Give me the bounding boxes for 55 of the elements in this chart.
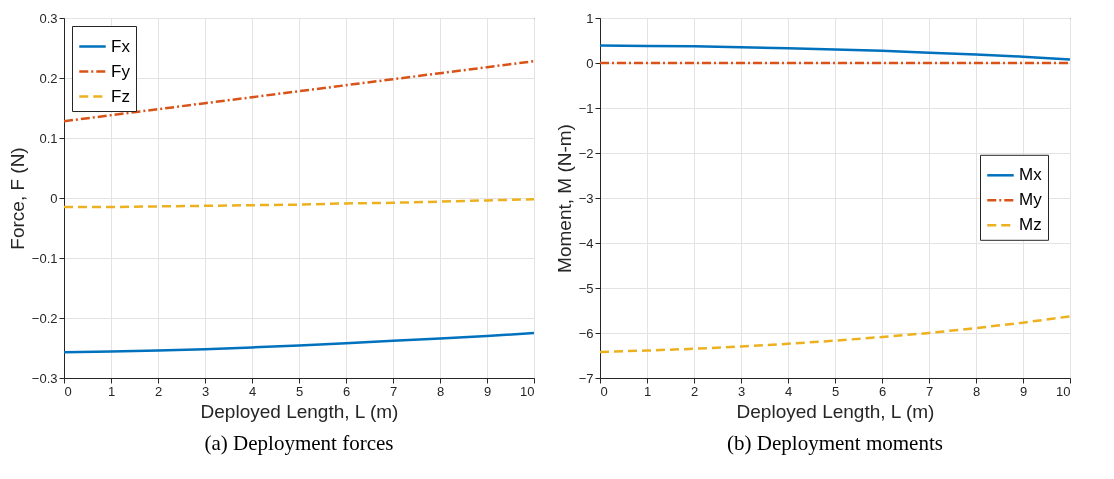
y-tick-label: 0.2 — [39, 70, 58, 86]
x-tick-label: 6 — [878, 383, 887, 399]
line-series — [64, 331, 534, 354]
x-tick-label: 1 — [643, 383, 652, 399]
x-tick-label: 10 — [520, 383, 535, 399]
legend-label: Fz — [111, 86, 130, 106]
x-tick-label: 7 — [389, 383, 398, 399]
y-tick-label: −6 — [578, 325, 594, 341]
y-tick-label: −0.2 — [31, 310, 58, 326]
x-tick-label: 1 — [107, 383, 116, 399]
y-tick-label: −2 — [578, 145, 594, 161]
y-tick-label: 0.1 — [39, 130, 58, 146]
y-tick-label: −7 — [578, 370, 594, 386]
legend-label: Mx — [1019, 165, 1043, 185]
x-tick-label: 3 — [201, 383, 210, 399]
x-tick-label: 4 — [784, 383, 793, 399]
line-series — [600, 315, 1070, 354]
x-axis-title: Deployed Length, L (m) — [736, 400, 935, 422]
legend-label: My — [1019, 190, 1043, 210]
x-tick-label: 7 — [925, 383, 934, 399]
x-tick-label: 5 — [831, 383, 840, 399]
y-tick-label: 0.3 — [39, 10, 58, 26]
x-tick-label: 8 — [436, 383, 445, 399]
x-tick-label: 4 — [248, 383, 257, 399]
x-tick-label: 5 — [295, 383, 304, 399]
y-tick-label: 1 — [586, 10, 594, 26]
legend-label: Mz — [1019, 215, 1042, 235]
y-axis-title: Force, F (N) — [6, 147, 28, 250]
x-tick-label: 9 — [1019, 383, 1028, 399]
x-tick-label: 10 — [1056, 383, 1071, 399]
y-tick-label: −0.1 — [31, 250, 58, 266]
y-tick-label: 0 — [586, 55, 594, 71]
y-tick-label: −3 — [578, 190, 594, 206]
legend-label: Fx — [111, 36, 131, 56]
x-tick-label: 8 — [972, 383, 981, 399]
y-axis-title: Moment, M (N-m) — [553, 124, 575, 273]
y-tick-label: −0.3 — [31, 370, 58, 386]
legend-label: Fy — [111, 61, 131, 81]
x-tick-label: 0 — [600, 383, 608, 399]
line-series — [64, 59, 534, 123]
x-tick-label: 9 — [483, 383, 492, 399]
x-tick-label: 2 — [154, 383, 163, 399]
y-tick-label: 0 — [50, 190, 58, 206]
x-tick-label: 6 — [342, 383, 351, 399]
line-series — [64, 197, 534, 209]
x-axis-title: Deployed Length, L (m) — [200, 400, 399, 422]
y-tick-label: −5 — [578, 280, 594, 296]
x-tick-label: 3 — [737, 383, 746, 399]
text: (a) Deployment forces — [204, 431, 394, 455]
text: (b) Deployment moments — [727, 431, 943, 455]
x-tick-label: 0 — [64, 383, 72, 399]
y-tick-label: −4 — [578, 235, 594, 251]
y-tick-label: −1 — [578, 100, 594, 116]
line-series — [600, 44, 1070, 61]
x-tick-label: 2 — [690, 383, 699, 399]
